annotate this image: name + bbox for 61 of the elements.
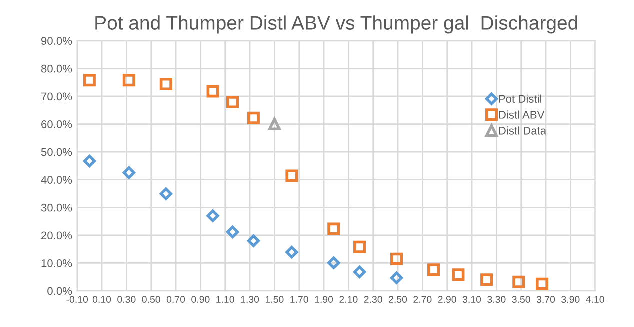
point [206,210,220,222]
point [286,170,298,182]
point [353,266,366,278]
x-tick-label: 0.10 [92,296,112,304]
x-tick-label: 3.30 [488,296,506,304]
chart-title: Pot and Thumper Distl ABV vs Thumper gal Discharged [96,16,578,34]
point [122,74,136,87]
x-tick-label: 3.90 [562,296,580,304]
point [328,256,340,270]
point [390,272,404,284]
point [536,278,549,290]
point [83,154,96,168]
x-tick-label: 1.90 [315,296,334,304]
x-tick-label: 0.30 [118,296,136,304]
legend-label: Distl ABV [499,110,545,119]
y-tick-label: 40.0% [41,176,72,184]
y-tick-label: 70.0% [42,92,72,101]
legend-label: Pot Distil [499,94,542,103]
y-tick-label: 10.0% [42,260,72,268]
point [247,234,260,248]
x-tick-label: 1.30 [241,296,260,304]
point [480,274,494,286]
point [328,222,340,236]
x-tick-label: 3.70 [536,296,556,304]
x-tick-label: 1.50 [266,296,284,304]
x-tick-label: 2.50 [389,296,408,304]
y-tick-label: 60.0% [42,120,72,128]
x-tick-label: 3.50 [512,296,530,304]
x-tick-label: 2.30 [364,296,382,304]
point [354,240,366,254]
x-tick-label: 1.70 [290,296,308,304]
point [452,268,465,282]
legend-label: Distl Data [499,126,547,135]
x-tick-label: -0.10 [66,296,88,304]
point [390,252,404,266]
point [428,264,440,276]
point [226,96,239,109]
point [160,188,172,200]
y-tick-label: 30.0% [41,204,72,212]
point [512,276,526,288]
x-tick-label: 0.70 [166,296,186,304]
point [247,112,260,124]
x-tick-label: 2.10 [340,296,358,304]
y-tick-label: 90.0% [42,37,72,46]
x-tick-label: 0.50 [142,296,160,304]
x-tick-label: 1.10 [216,296,234,304]
point [160,78,172,90]
point [83,74,96,87]
point [226,226,240,238]
point [122,166,136,180]
x-tick-label: 4.10 [586,296,604,304]
x-tick-label: 2.70 [414,296,432,304]
y-tick-label: 0.0% [48,287,72,296]
y-tick-label: 80.0% [41,64,72,73]
point [286,246,298,259]
x-tick-label: 0.90 [192,296,210,304]
point [206,85,220,98]
x-tick-label: 2.90 [438,296,456,304]
y-tick-label: 20.0% [42,232,72,240]
y-tick-label: 50.0% [41,148,72,156]
x-tick-label: 3.10 [462,296,482,304]
